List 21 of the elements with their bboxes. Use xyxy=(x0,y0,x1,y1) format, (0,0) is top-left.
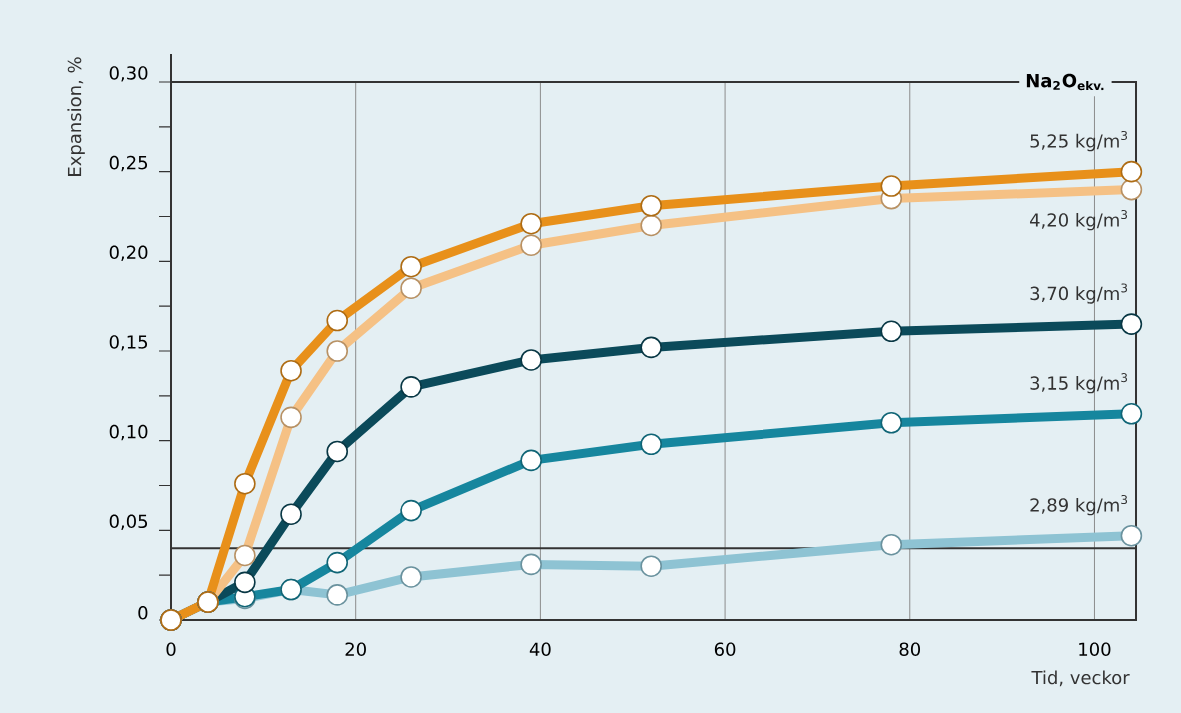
series-label: 5,25 kg/m$^{3}$ xyxy=(1030,130,1128,152)
y-tick-label: 0,05 xyxy=(109,514,148,530)
y-tick-label: 0,10 xyxy=(109,424,148,441)
x-axis-title: Tid, veckor xyxy=(1031,670,1130,687)
series-label: 3,15 kg/m$^{3}$ xyxy=(1030,373,1128,394)
x-tick-label: 40 xyxy=(529,642,551,657)
y-tick-label: 0,20 xyxy=(109,245,148,261)
y-tick-label: 0,15 xyxy=(109,335,148,351)
y-axis-title: Expansion, % xyxy=(67,57,85,176)
y-tick-label: 0 xyxy=(138,605,148,620)
legend-label: 4,20 kg/m$^{3}$ xyxy=(1029,210,1128,231)
x-tick-label: 20 xyxy=(345,642,366,657)
series-label: 2,89 kg/m$^{3}$ xyxy=(1030,495,1128,516)
x-tick-label: 100 xyxy=(1079,642,1111,657)
legend-title: Na$_{2}$O$_{ekv.}$ xyxy=(1026,73,1104,91)
x-tick-label: 60 xyxy=(714,642,736,657)
x-tick-label: 80 xyxy=(899,642,921,657)
y-tick-label: 0,25 xyxy=(109,155,148,172)
y-tick-label: 0,30 xyxy=(109,66,148,82)
series-label: 3,70 kg/m$^{3}$ xyxy=(1030,283,1128,304)
x-tick-label: 0 xyxy=(166,642,176,657)
